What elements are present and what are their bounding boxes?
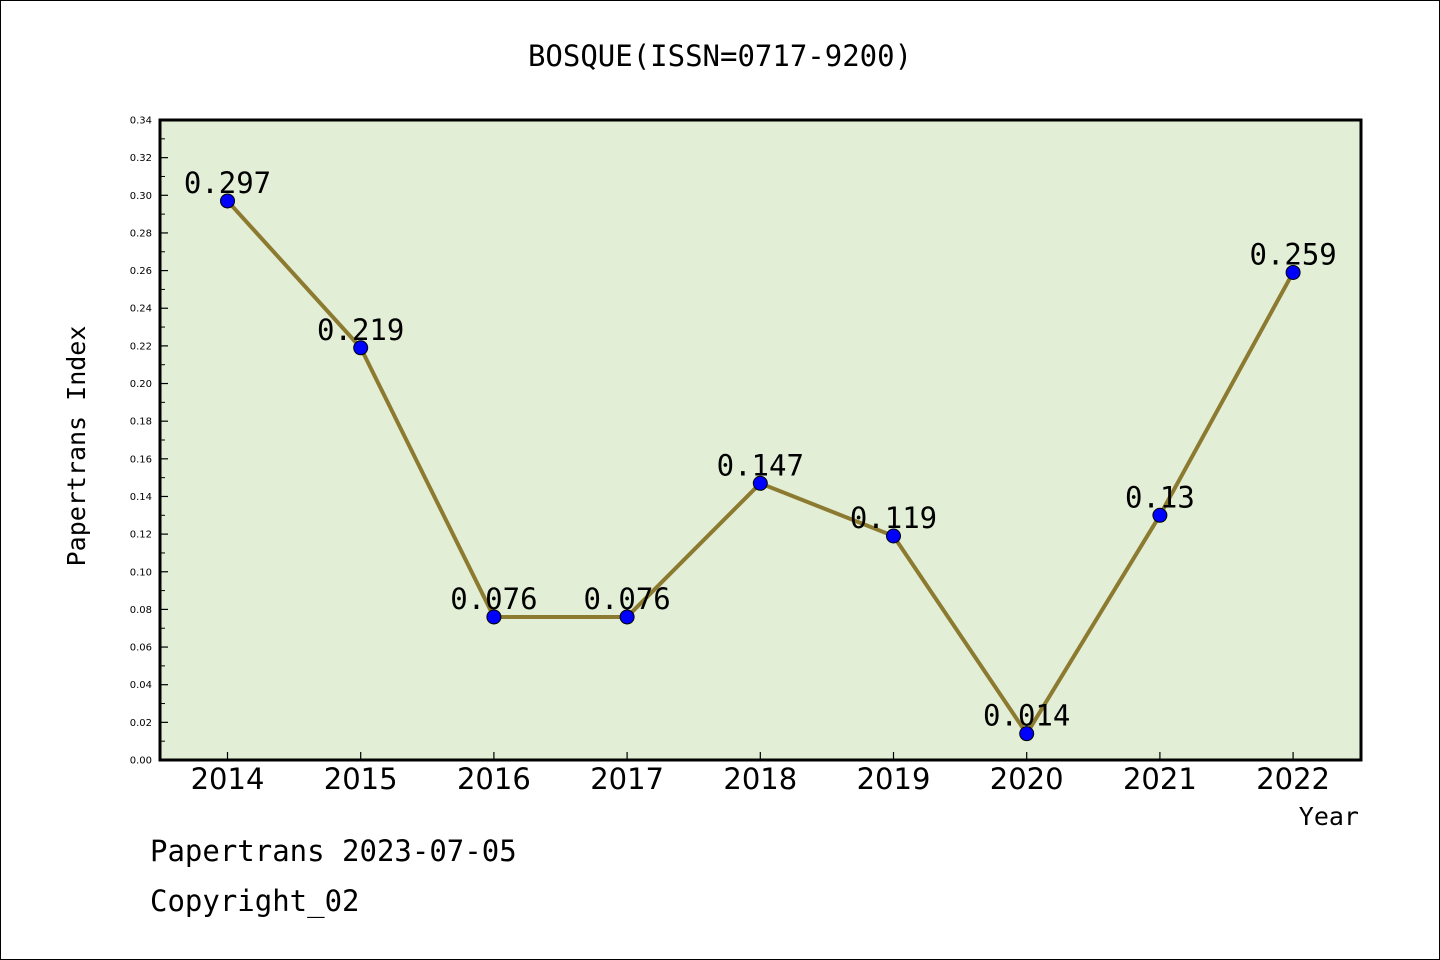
data-label: 0.297 (184, 166, 271, 200)
data-label: 0.119 (850, 501, 937, 535)
x-tick-label: 2020 (990, 762, 1064, 796)
data-label: 0.076 (450, 582, 537, 616)
data-point (1019, 726, 1035, 742)
data-points (220, 193, 1301, 742)
y-axis-label: Papertrans Index (62, 326, 91, 567)
y-tick-label: 0.04 (130, 680, 152, 691)
y-tick-label: 0.14 (130, 492, 152, 503)
y-tick-label: 0.24 (130, 304, 152, 315)
x-tick-label: 2021 (1123, 762, 1197, 796)
data-point (752, 475, 768, 491)
x-axis-ticks: 2014 2015 2016 2017 2018 2019 2020 2021 2022 (191, 752, 1330, 796)
y-tick-label: 0.06 (130, 643, 152, 654)
x-tick-label: 2019 (857, 762, 931, 796)
plot-area (158, 118, 1363, 762)
data-label: 0.13 (1125, 480, 1195, 514)
y-tick-label: 0.28 (130, 228, 152, 239)
x-tick-label: 2022 (1256, 762, 1330, 796)
data-label: 0.259 (1249, 237, 1336, 271)
y-tick-label: 0.16 (130, 454, 152, 465)
y-tick-label: 0.12 (130, 530, 152, 541)
data-label: 0.076 (583, 582, 670, 616)
y-tick-label: 0.10 (130, 567, 152, 578)
y-tick-label: 0.08 (130, 605, 152, 616)
y-tick-label: 0.26 (130, 266, 152, 277)
data-point (220, 193, 235, 209)
data-labels: 0.297 0.219 0.076 0.076 0.147 0.119 0.014 0.13 0… (184, 166, 1337, 733)
data-point (353, 340, 369, 356)
data-point (886, 528, 901, 544)
footer-date: Papertrans 2023-07-05 (150, 834, 517, 868)
y-tick-label: 0.02 (130, 718, 152, 729)
y-axis-ticks: 0.00 0.02 0.04 0.06 0.08 0.10 0.12 0.14 0.16 0.18… (130, 116, 168, 767)
data-label: 0.147 (717, 448, 804, 482)
data-label: 0.014 (983, 699, 1070, 733)
x-tick-label: 2014 (191, 762, 265, 796)
footer-copyright: Copyright_02 (150, 884, 360, 918)
chart-title: BOSQUE(ISSN=0717-9200) (528, 39, 912, 73)
x-tick-label: 2017 (590, 762, 664, 796)
data-point (1152, 507, 1168, 523)
y-tick-label: 0.32 (130, 153, 152, 164)
y-tick-label: 0.30 (130, 191, 152, 202)
x-axis-label: Year (1299, 802, 1359, 831)
y-tick-label: 0.20 (130, 379, 152, 390)
data-point (619, 609, 635, 625)
data-point (486, 609, 502, 625)
y-tick-label: 0.34 (130, 116, 152, 127)
x-tick-label: 2016 (457, 762, 531, 796)
y-tick-label: 0.18 (130, 417, 152, 428)
x-tick-label: 2018 (723, 762, 797, 796)
y-tick-label: 0.00 (130, 756, 152, 767)
y-tick-label: 0.22 (130, 341, 152, 352)
data-label: 0.219 (317, 313, 404, 347)
data-point (1285, 264, 1301, 280)
x-tick-label: 2015 (324, 762, 398, 796)
